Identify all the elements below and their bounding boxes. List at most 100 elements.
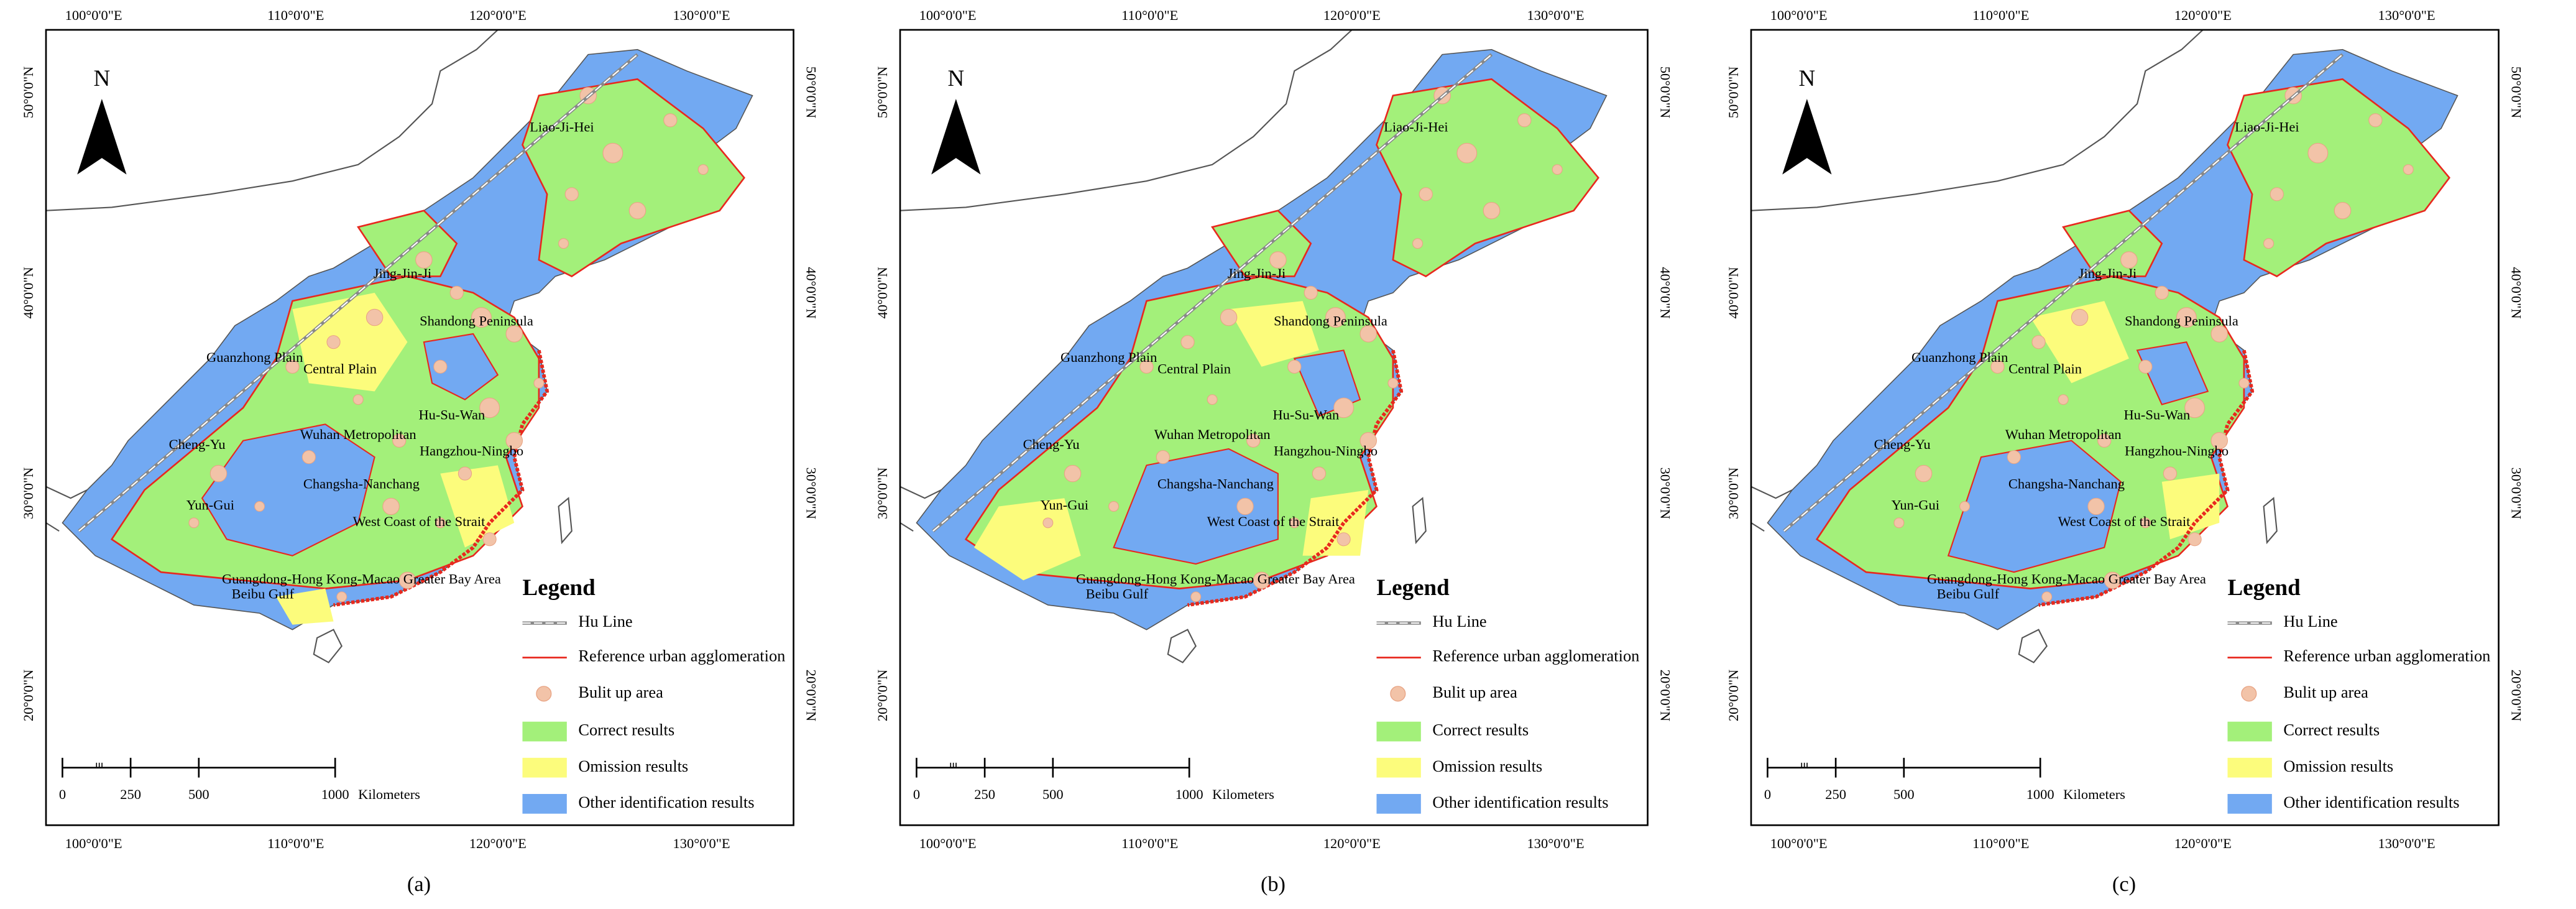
built-up-dot	[1190, 591, 1202, 602]
country-border	[899, 486, 942, 532]
region-label: Wuhan Metropolitan	[2005, 427, 2122, 442]
built-up-dot	[209, 464, 228, 482]
map-frame	[1750, 29, 2500, 826]
region-label: Jing-Jin-Ji	[2079, 265, 2137, 281]
country-border	[1750, 486, 1793, 532]
hu-line	[78, 53, 638, 532]
legend-title: Legend	[522, 575, 596, 601]
built-up-dot	[533, 377, 545, 389]
other-area	[201, 423, 375, 556]
legend-item: Correct results	[578, 721, 674, 739]
legend-item: Omission results	[1432, 757, 1542, 775]
built-up-dot	[1552, 164, 1563, 175]
region-label: Guanzhong Plain	[1911, 349, 2008, 365]
island	[313, 629, 343, 663]
latitude-label: 30°0'0"N	[804, 468, 819, 519]
built-up-dot	[1412, 238, 1424, 249]
built-up-dot	[1108, 501, 1120, 512]
country-border	[1750, 29, 2204, 211]
country-border	[899, 29, 1353, 211]
legend-item: Correct results	[1432, 721, 1529, 739]
built-up-dot	[471, 307, 492, 328]
scale-unit: Kilometers	[2063, 787, 2125, 802]
latitude-label: 20°0'0"N	[2509, 670, 2524, 721]
built-up-dot	[482, 532, 497, 547]
built-up-dot	[1915, 464, 1933, 482]
legend-symbol	[2227, 793, 2272, 814]
region-label: Shandong Peninsula	[420, 313, 533, 329]
built-up-dot	[505, 432, 523, 450]
longitude-label: 130°0'0"E	[1527, 7, 1585, 23]
legend-symbol	[1376, 793, 1421, 814]
scale-label: 1000	[2026, 787, 2054, 802]
latitude-label: 50°0'0"N	[1726, 67, 1741, 118]
longitude-label: 100°0'0"E	[65, 836, 122, 851]
built-up-dot	[326, 335, 341, 349]
built-up-dot	[301, 450, 316, 464]
region-label: Guangdong-Hong Kong-Macao Greater Bay Ar…	[222, 571, 501, 587]
built-up-dot	[254, 501, 265, 512]
legend-item: Other identification results	[1432, 793, 1608, 811]
legend-title: Legend	[2227, 575, 2301, 601]
latitude-label: 50°0'0"N	[21, 67, 36, 118]
longitude-label: 120°0'0"E	[469, 836, 527, 851]
legend-item: Bulit up area	[2283, 683, 2368, 701]
map-panel: 100°0'0"E 100°0'0"E 110°0'0"E 110°0'0"E 120°…	[21, 7, 819, 896]
scale-unit: Kilometers	[1212, 787, 1274, 802]
built-up-dot	[2041, 591, 2053, 602]
built-up-dot	[2307, 142, 2329, 164]
latitude-label: 50°0'0"N	[2509, 67, 2524, 118]
longitude-label: 130°0'0"E	[1527, 836, 1585, 851]
built-up-dot	[1139, 359, 1154, 374]
region-label: Changsha-Nanchang	[303, 476, 420, 491]
legend-item: Bulit up area	[1432, 683, 1517, 701]
built-up-dot	[2263, 238, 2275, 249]
latitude-label: 20°0'0"N	[875, 670, 890, 721]
longitude-label: 120°0'0"E	[1323, 7, 1381, 23]
region-label: Central Plain	[2008, 361, 2082, 376]
omission-area	[2030, 301, 2129, 384]
built-up-dot	[2334, 201, 2352, 219]
region-label: Central Plain	[303, 361, 377, 376]
longitude-label: 130°0'0"E	[2378, 836, 2436, 851]
built-up-dot	[1959, 501, 1971, 512]
built-up-dot	[1246, 433, 1261, 448]
built-up-dot	[2368, 113, 2383, 127]
legend-item: Other identification results	[2283, 793, 2459, 811]
region-label: Hu-Su-Wan	[2123, 407, 2190, 422]
legend-symbol	[522, 793, 567, 814]
built-up-dot	[2140, 517, 2151, 528]
built-up-dot	[336, 591, 347, 602]
legend-symbol	[2241, 686, 2257, 702]
omission-area	[440, 465, 515, 548]
region-label: Changsha-Nanchang	[2008, 476, 2125, 491]
map-frame	[899, 29, 1649, 826]
island	[1167, 629, 1197, 663]
built-up-dot	[1419, 187, 1433, 201]
latitude-label: 40°0'0"N	[1658, 267, 1673, 318]
latitude-label: 30°0'0"N	[1658, 468, 1673, 519]
built-up-dot	[1220, 308, 1238, 326]
latitude-label: 40°0'0"N	[875, 267, 890, 318]
built-up-dot	[2104, 571, 2122, 589]
built-up-dot	[628, 201, 646, 219]
legend-item: Hu Line	[578, 612, 632, 630]
legend-item: Omission results	[578, 757, 688, 775]
built-up-dot	[392, 433, 407, 448]
region-label: Cheng-Yu	[1023, 436, 1080, 452]
region-label: Hangzhou-Ningbo	[420, 443, 523, 458]
north-arrow	[931, 99, 981, 175]
latitude-label: 20°0'0"N	[804, 670, 819, 721]
legend-item: Bulit up area	[578, 683, 663, 701]
latitude-label: 30°0'0"N	[2509, 468, 2524, 519]
built-up-dot	[2163, 466, 2178, 481]
built-up-dot	[1064, 464, 1082, 482]
region-label: Central Plain	[1157, 361, 1231, 376]
region-label: Guanzhong Plain	[1060, 349, 1157, 365]
built-up-dot	[2184, 397, 2205, 418]
built-up-dot	[1517, 113, 1532, 127]
region-label: Guanzhong Plain	[206, 349, 303, 365]
longitude-label: 110°0'0"E	[1121, 836, 1178, 851]
